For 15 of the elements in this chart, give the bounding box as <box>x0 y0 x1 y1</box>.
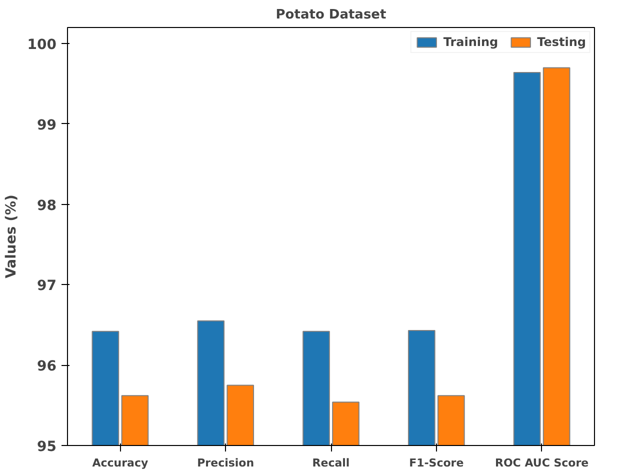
y-axis-title: Values (%) <box>3 194 20 278</box>
x-tick-label: ROC AUC Score <box>494 456 589 470</box>
x-tick-label: Precision <box>197 456 254 470</box>
y-tick-label: 99 <box>37 117 56 134</box>
x-tick-label: F1-Score <box>409 456 464 470</box>
y-tick-label: 96 <box>37 358 56 375</box>
y-tick-label: 98 <box>37 198 56 214</box>
legend-label: Training <box>443 35 498 49</box>
chart-title: Potato Dataset <box>276 8 386 22</box>
x-tick-label: Recall <box>312 456 350 470</box>
y-tick-label: 100 <box>27 37 57 54</box>
x-tick-label: Accuracy <box>92 456 148 470</box>
legend-label: Testing <box>537 35 586 49</box>
y-tick-label: 95 <box>37 439 56 455</box>
y-tick-label: 97 <box>37 278 56 294</box>
